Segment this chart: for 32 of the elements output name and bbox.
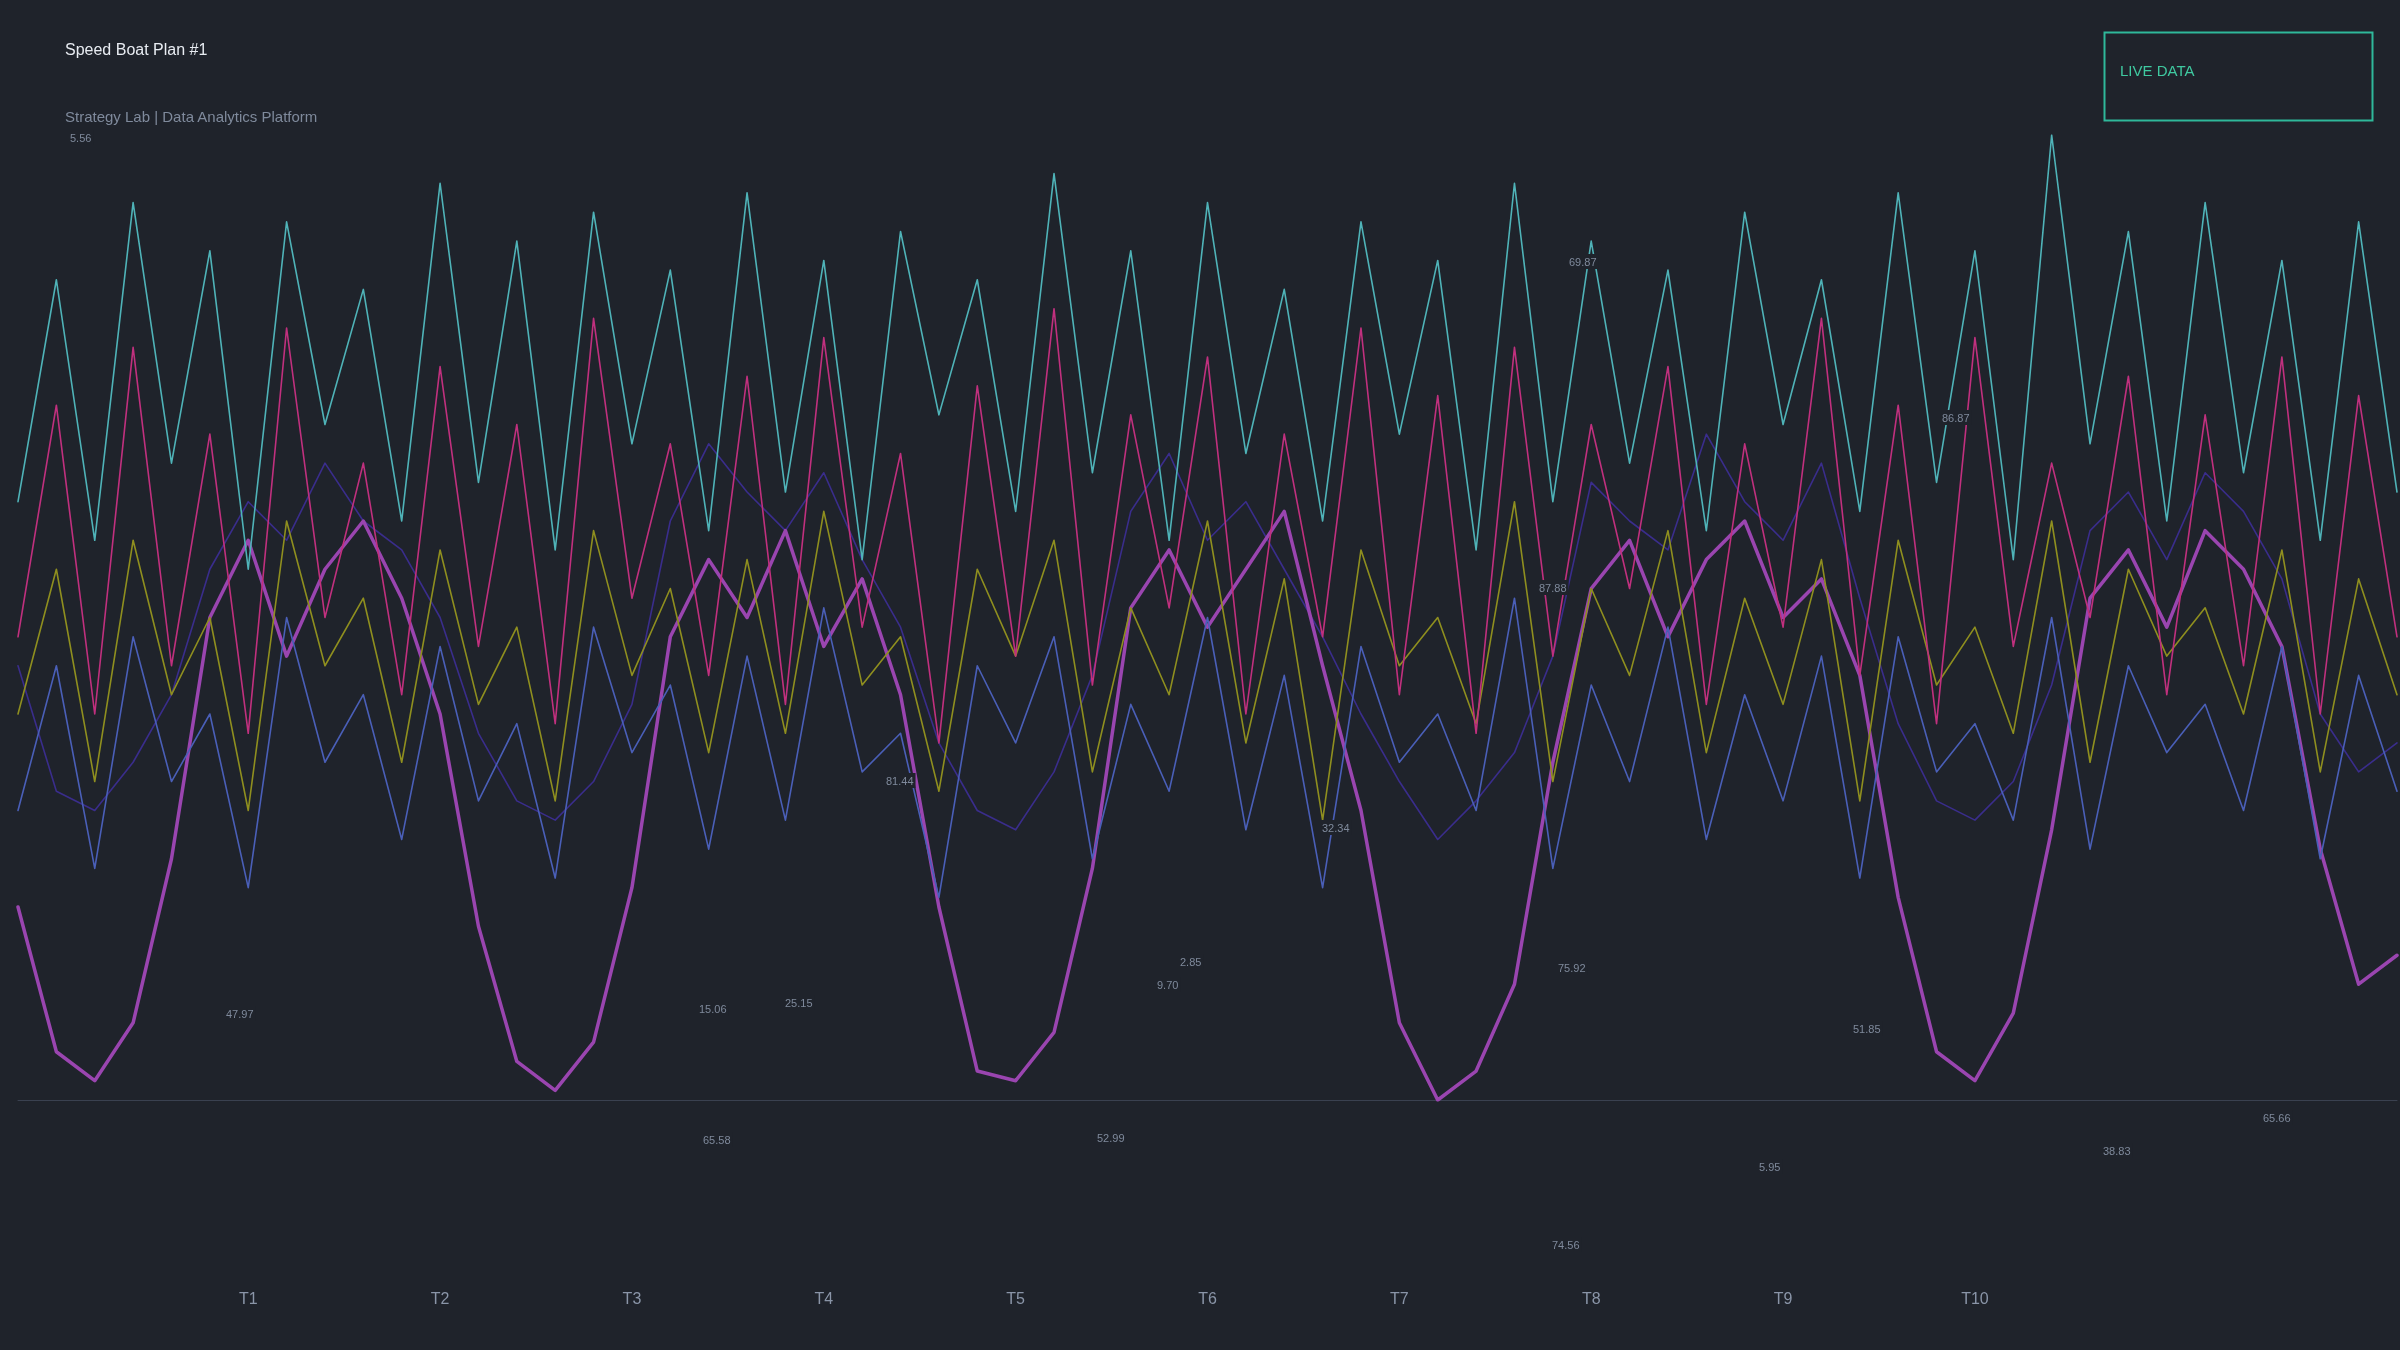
x-tick-label: T2 — [430, 1289, 450, 1307]
annotation: 32.34 — [1322, 821, 1350, 834]
text: 65.58 — [703, 1133, 731, 1146]
annotation: 69.87 — [1569, 255, 1597, 268]
annotation: 47.97 — [226, 1007, 254, 1020]
x-tick-label: T4 — [814, 1289, 834, 1307]
x-tick-label: T3 — [622, 1289, 642, 1307]
annotation: 9.70 — [1157, 978, 1179, 991]
chart-subtitle: Strategy Lab | Data Analytics Platform — [65, 108, 318, 125]
x-tick-label: T1 — [238, 1289, 258, 1307]
annotation: 15.06 — [699, 1002, 727, 1015]
annotation: 86.87 — [1942, 411, 1970, 424]
annotation: 87.88 — [1539, 581, 1567, 594]
text: LIVE DATA — [2120, 62, 2195, 79]
annotation: 2.85 — [1180, 955, 1202, 968]
x-tick-label: T10 — [1961, 1289, 1989, 1307]
annotation: 75.92 — [1558, 961, 1586, 974]
annotation: 81.44 — [886, 774, 914, 787]
annotation: 5.56 — [70, 131, 92, 144]
annotation: 51.85 — [1853, 1022, 1881, 1035]
x-tick-label: T7 — [1390, 1289, 1409, 1307]
x-tick-label: T5 — [1006, 1289, 1026, 1307]
text: 38.83 — [2103, 1144, 2131, 1157]
annotation: 25.15 — [785, 996, 813, 1009]
x-tick-label: T9 — [1773, 1289, 1793, 1307]
text: 5.95 — [1759, 1160, 1781, 1173]
text: 52.99 — [1097, 1131, 1125, 1144]
x-tick-label: T8 — [1581, 1289, 1601, 1307]
text: 74.56 — [1552, 1238, 1580, 1251]
chart-title: Speed Boat Plan #1 — [65, 40, 208, 58]
text: 65.66 — [2263, 1111, 2291, 1124]
x-tick-label: T6 — [1198, 1289, 1217, 1307]
